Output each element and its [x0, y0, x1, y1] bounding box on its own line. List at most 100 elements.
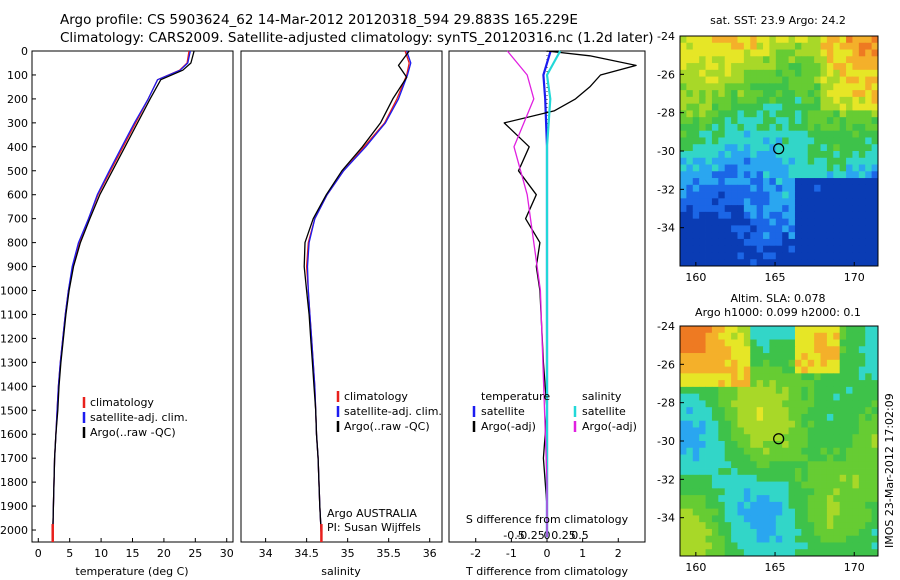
- map-cell: [731, 474, 738, 482]
- map-cell: [814, 144, 821, 152]
- map-cell: [711, 218, 719, 226]
- map-cell: [737, 380, 745, 388]
- map-cell: [763, 326, 770, 334]
- map-cell: [826, 96, 834, 105]
- map-cell: [788, 225, 796, 233]
- map-cell: [775, 386, 783, 395]
- map-cell: [826, 386, 834, 395]
- map-cell: [852, 171, 860, 179]
- map-cell: [839, 151, 847, 159]
- map-cell: [839, 461, 847, 469]
- map-cell: [871, 339, 879, 347]
- map-cell: [737, 386, 745, 395]
- map-cell: [807, 508, 815, 516]
- map-cell: [858, 501, 866, 510]
- map-cell: [833, 137, 841, 145]
- map-cell: [865, 542, 873, 550]
- map-cell: [871, 413, 879, 422]
- map-cell: [833, 56, 841, 64]
- map-cell: [711, 495, 719, 503]
- map-cell: [865, 474, 873, 482]
- map-cell: [743, 359, 751, 367]
- map-cell: [743, 528, 751, 537]
- map-cell: [794, 346, 802, 354]
- map-cell: [858, 36, 866, 44]
- map-cell: [769, 495, 777, 503]
- map-cell: [846, 481, 853, 489]
- map-cell: [826, 441, 834, 449]
- map-cell: [826, 326, 834, 334]
- map-cell: [692, 96, 700, 105]
- map-cell: [807, 468, 815, 476]
- map-cell: [820, 252, 828, 260]
- map-cell: [680, 218, 687, 226]
- map-cell: [846, 49, 853, 57]
- map-cell: [782, 515, 789, 523]
- map-cell: [692, 474, 700, 482]
- map-cell: [692, 366, 700, 374]
- map-cell: [865, 130, 873, 138]
- map-cell: [769, 96, 777, 105]
- map-cell: [833, 488, 841, 496]
- map-cell: [699, 427, 706, 435]
- map-cell: [807, 528, 815, 537]
- map-cell: [839, 441, 847, 449]
- map-cell: [711, 407, 719, 415]
- map-y-tick-label: -34: [657, 512, 675, 525]
- map-cell: [692, 407, 700, 415]
- map-cell: [852, 259, 860, 267]
- map-cell: [711, 501, 719, 510]
- map-cell: [724, 366, 732, 374]
- map-cell: [833, 123, 841, 132]
- map-cell: [839, 522, 847, 530]
- map-cell: [756, 332, 764, 340]
- map-cell: [814, 198, 821, 206]
- map-cell: [839, 56, 847, 64]
- map-cell: [788, 522, 796, 530]
- map-cell: [756, 110, 764, 118]
- map-cell: [756, 56, 764, 64]
- map-cell: [763, 259, 770, 267]
- depth-tick-label: 700: [7, 213, 28, 226]
- map-cell: [711, 151, 719, 159]
- map-cell: [820, 549, 828, 557]
- map-cell: [782, 380, 789, 388]
- map-cell: [692, 49, 700, 57]
- map-cell: [782, 191, 789, 199]
- map-cell: [699, 56, 706, 64]
- map-cell: [756, 252, 764, 260]
- map-cell: [782, 157, 789, 165]
- map-cell: [724, 137, 732, 145]
- map-cell: [731, 407, 738, 415]
- map-cell: [788, 218, 796, 226]
- map-cell: [858, 137, 866, 145]
- map-cell: [699, 332, 706, 340]
- map-cell: [865, 117, 873, 125]
- map-cell: [826, 63, 834, 71]
- map-cell: [718, 400, 726, 408]
- imos-credit: IMOS 23-Mar-2012 17:02:09: [883, 393, 896, 548]
- map-cell: [763, 205, 770, 213]
- map-cell: [724, 63, 732, 71]
- map-cell: [820, 157, 828, 165]
- map-cell: [769, 137, 777, 145]
- map-cell: [737, 245, 745, 253]
- map-cell: [711, 198, 719, 206]
- map-cell: [756, 454, 764, 462]
- map-cell: [820, 332, 828, 340]
- map-cell: [737, 49, 745, 57]
- depth-tick-label: 600: [7, 189, 28, 202]
- map-cell: [750, 137, 758, 145]
- map-cell: [731, 103, 738, 111]
- map-cell: [839, 326, 847, 334]
- map-cell: [788, 359, 796, 367]
- map-cell: [871, 56, 879, 64]
- map-cell: [775, 144, 783, 152]
- map-cell: [692, 359, 700, 367]
- map-cell: [820, 413, 828, 422]
- map-cell: [724, 218, 732, 226]
- map-cell: [769, 164, 777, 172]
- map-cell: [807, 191, 815, 199]
- map-cell: [846, 76, 853, 84]
- map-cell: [865, 400, 873, 408]
